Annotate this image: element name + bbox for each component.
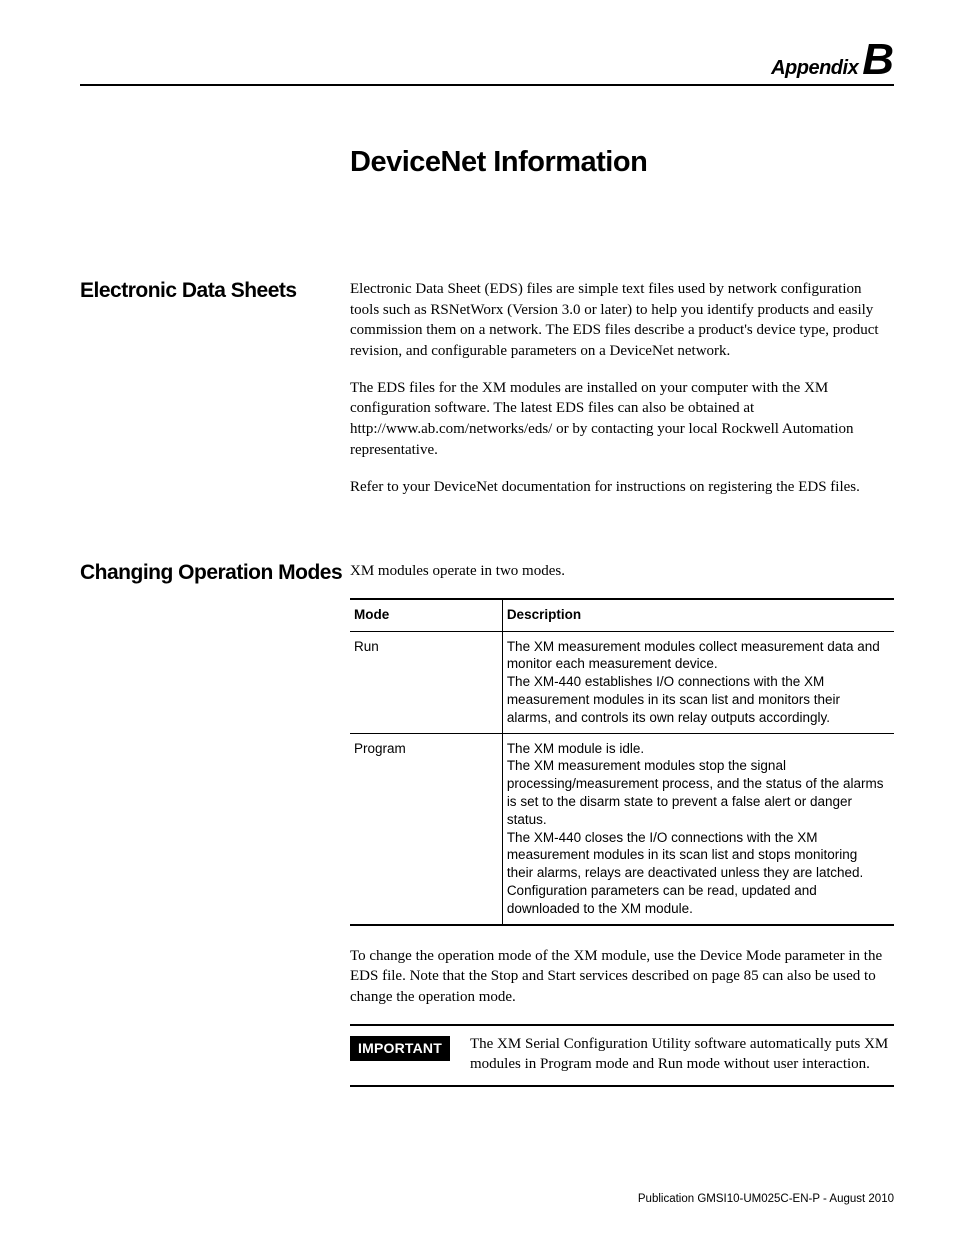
table-cell-description: The XM measurement modules collect measu… [502, 631, 894, 733]
section-body-modes: XM modules operate in two modes. Mode De… [350, 561, 894, 1087]
table-header-mode: Mode [350, 599, 502, 631]
important-text: The XM Serial Configuration Utility soft… [470, 1034, 894, 1075]
table-row: Program The XM module is idle.The XM mea… [350, 733, 894, 925]
table-cell-mode: Program [350, 733, 502, 925]
table-header-description: Description [502, 599, 894, 631]
eds-paragraph-2: The EDS files for the XM modules are ins… [350, 378, 894, 461]
eds-paragraph-3: Refer to your DeviceNet documentation fo… [350, 477, 894, 498]
section-heading-modes: Changing Operation Modes [80, 561, 350, 585]
section-body-eds: Electronic Data Sheet (EDS) files are si… [350, 279, 894, 513]
section-modes: Changing Operation Modes XM modules oper… [80, 561, 894, 1087]
page-title: DeviceNet Information [350, 146, 894, 179]
table-cell-mode: Run [350, 631, 502, 733]
table-header-row: Mode Description [350, 599, 894, 631]
important-badge: IMPORTANT [350, 1036, 450, 1061]
eds-paragraph-1: Electronic Data Sheet (EDS) files are si… [350, 279, 894, 362]
publication-footer: Publication GMSI10-UM025C-EN-P - August … [638, 1193, 894, 1205]
appendix-word: Appendix [771, 57, 858, 80]
appendix-header: Appendix B [80, 38, 894, 86]
section-heading-eds: Electronic Data Sheets [80, 279, 350, 303]
section-eds: Electronic Data Sheets Electronic Data S… [80, 279, 894, 513]
modes-intro: XM modules operate in two modes. [350, 561, 894, 582]
important-box: IMPORTANT The XM Serial Configuration Ut… [350, 1024, 894, 1087]
modes-table: Mode Description Run The XM measurement … [350, 598, 894, 926]
document-page: Appendix B DeviceNet Information Electro… [0, 0, 954, 1235]
table-cell-description: The XM module is idle.The XM measurement… [502, 733, 894, 925]
appendix-letter: B [862, 38, 894, 82]
modes-after-paragraph: To change the operation mode of the XM m… [350, 946, 894, 1008]
table-row: Run The XM measurement modules collect m… [350, 631, 894, 733]
